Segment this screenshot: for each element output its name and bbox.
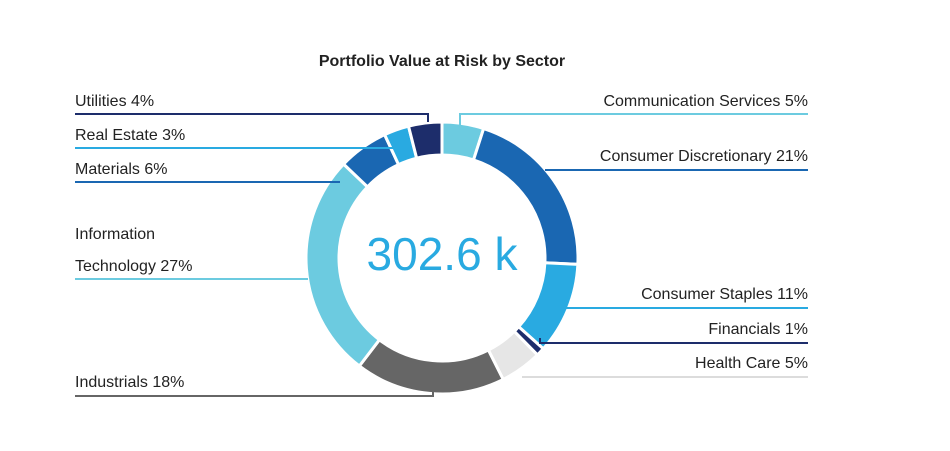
data-label-industrials: Industrials 18% — [75, 374, 184, 391]
leader-line-financials — [539, 338, 808, 344]
leader-line-communication-services — [459, 113, 808, 125]
leader-line-industrials — [75, 390, 434, 397]
data-label-information-technology: Technology 27% — [75, 258, 192, 275]
data-label-communication-services: Communication Services 5% — [603, 93, 808, 110]
center-total-label: 302.6 k — [367, 228, 519, 280]
data-label-utilities: Utilities 4% — [75, 93, 154, 110]
data-label-real-estate: Real Estate 3% — [75, 127, 185, 144]
chart-title: Portfolio Value at Risk by Sector — [319, 53, 565, 70]
data-label-consumer-discretionary: Consumer Discretionary 21% — [600, 148, 808, 165]
slice-industrials[interactable] — [357, 337, 506, 396]
data-label-information-technology: Information — [75, 226, 155, 243]
data-label-health-care: Health Care 5% — [695, 355, 808, 372]
data-label-consumer-staples: Consumer Staples 11% — [641, 286, 808, 303]
data-label-financials: Financials 1% — [708, 321, 808, 338]
slice-utilities[interactable] — [406, 120, 444, 160]
leader-line-utilities — [75, 113, 429, 122]
data-label-materials: Materials 6% — [75, 161, 167, 178]
